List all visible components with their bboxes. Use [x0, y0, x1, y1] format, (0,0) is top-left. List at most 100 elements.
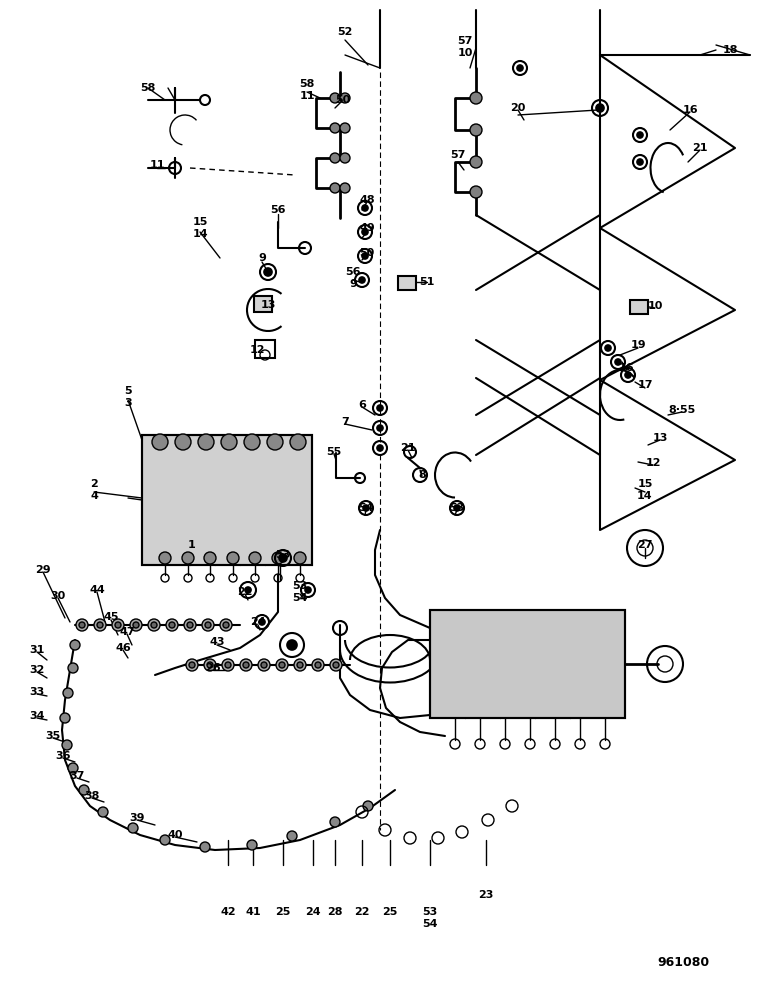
Text: 37: 37 [69, 771, 85, 781]
Circle shape [115, 622, 121, 628]
Text: 47: 47 [119, 627, 135, 637]
Circle shape [605, 345, 611, 351]
Circle shape [454, 505, 460, 511]
Text: 10: 10 [647, 301, 662, 311]
Text: 12: 12 [645, 458, 661, 468]
Text: 17: 17 [637, 380, 653, 390]
Circle shape [359, 277, 365, 283]
Circle shape [333, 662, 339, 668]
Bar [630, 300, 648, 314]
Text: 35: 35 [46, 731, 61, 741]
Circle shape [175, 434, 191, 450]
Text: 53: 53 [449, 503, 465, 513]
Circle shape [247, 840, 257, 850]
Text: 43: 43 [209, 637, 225, 647]
Circle shape [377, 445, 383, 451]
Circle shape [362, 253, 368, 259]
Circle shape [470, 124, 482, 136]
Text: 9: 9 [258, 253, 266, 263]
Text: 46: 46 [115, 643, 131, 653]
Circle shape [363, 801, 373, 811]
Circle shape [166, 619, 178, 631]
Text: 48: 48 [359, 195, 375, 205]
Text: 55: 55 [327, 447, 342, 457]
Text: 24: 24 [250, 617, 266, 627]
Text: 29: 29 [36, 565, 51, 575]
Circle shape [470, 186, 482, 198]
Circle shape [287, 831, 297, 841]
Circle shape [159, 552, 171, 564]
Text: 31: 31 [29, 645, 45, 655]
Text: 49: 49 [359, 223, 375, 233]
Circle shape [517, 65, 523, 71]
Bar [398, 276, 416, 290]
Circle shape [297, 662, 303, 668]
Text: 56: 56 [270, 205, 286, 215]
Circle shape [68, 763, 78, 773]
Circle shape [70, 640, 80, 650]
Text: 22: 22 [354, 907, 370, 917]
Text: 50: 50 [360, 248, 374, 258]
Circle shape [625, 372, 631, 378]
Text: 38: 38 [84, 791, 100, 801]
Bar [430, 610, 625, 718]
Circle shape [221, 434, 237, 450]
Text: 2
4: 2 4 [90, 479, 98, 501]
Circle shape [615, 359, 621, 365]
Text: 12: 12 [249, 345, 265, 355]
Text: 32: 32 [29, 665, 45, 675]
Circle shape [98, 807, 108, 817]
Text: 5
3: 5 3 [124, 386, 132, 408]
Circle shape [287, 640, 297, 650]
Bar [430, 610, 625, 718]
Circle shape [290, 434, 306, 450]
Circle shape [184, 619, 196, 631]
Circle shape [330, 93, 340, 103]
Circle shape [133, 622, 139, 628]
Circle shape [189, 662, 195, 668]
Circle shape [244, 434, 260, 450]
Circle shape [204, 659, 216, 671]
Circle shape [243, 662, 249, 668]
Circle shape [223, 622, 229, 628]
Text: 57: 57 [450, 150, 466, 160]
Circle shape [363, 505, 369, 511]
Text: 54: 54 [358, 503, 374, 513]
Text: 53
54: 53 54 [422, 907, 438, 929]
Text: 40: 40 [168, 830, 183, 840]
Circle shape [312, 659, 324, 671]
Circle shape [305, 587, 311, 593]
Text: 52: 52 [337, 27, 353, 37]
Circle shape [330, 153, 340, 163]
Text: 16: 16 [619, 363, 635, 373]
Circle shape [186, 659, 198, 671]
Circle shape [294, 552, 306, 564]
Text: 16: 16 [682, 105, 698, 115]
Text: 22: 22 [237, 587, 252, 597]
Text: 15
14: 15 14 [637, 479, 653, 501]
Text: 27: 27 [637, 540, 653, 550]
Circle shape [245, 587, 251, 593]
Text: 23: 23 [479, 890, 493, 900]
Circle shape [261, 662, 267, 668]
Circle shape [279, 662, 285, 668]
Text: 56
9: 56 9 [345, 267, 361, 289]
Circle shape [637, 132, 643, 138]
Circle shape [152, 434, 168, 450]
Circle shape [97, 622, 103, 628]
Circle shape [205, 622, 211, 628]
Text: 1: 1 [188, 540, 196, 550]
Text: 45: 45 [103, 612, 119, 622]
Text: 961080: 961080 [657, 956, 709, 968]
Text: 53
54: 53 54 [293, 581, 308, 603]
Circle shape [249, 552, 261, 564]
Text: 50: 50 [335, 95, 350, 105]
Text: 20: 20 [510, 103, 526, 113]
Text: 58
11: 58 11 [300, 79, 315, 101]
Circle shape [276, 659, 288, 671]
Circle shape [207, 662, 213, 668]
Circle shape [377, 425, 383, 431]
Circle shape [94, 619, 106, 631]
Circle shape [340, 153, 350, 163]
Text: 42: 42 [220, 907, 235, 917]
